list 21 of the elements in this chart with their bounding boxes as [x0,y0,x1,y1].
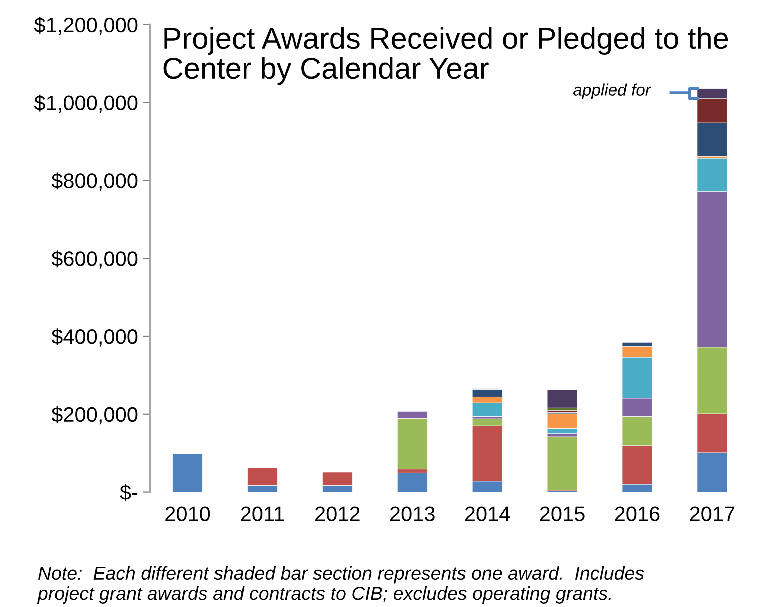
y-tick-label: $200,000 [52,406,138,425]
x-tick-label: 2016 [615,506,660,522]
x-tick-label: 2010 [166,506,210,522]
y-tick-label: $- [120,484,138,502]
y-tick-label: $400,000 [52,328,138,347]
y-tick-label: $1,000,000 [34,94,138,113]
x-tick-label: 2014 [465,506,510,522]
x-tick-label: 2015 [540,506,585,522]
annotation: applied for [574,84,652,100]
bar [397,472,428,492]
text: Note: Each different shaded bar section represents one award. Includes project grant awards and contracts to CIB; excludes operating grants. [37,566,644,604]
y-tick-label: $600,000 [52,250,138,269]
bar [547,390,578,408]
x-tick-label: 2012 [316,506,360,522]
x-tick-label: 2011 [241,506,284,522]
y-tick-label: $800,000 [52,172,138,191]
bar [172,454,203,492]
y-tick-label: $1,200,000 [34,17,138,36]
bar [547,436,578,491]
x-tick-label: 2017 [690,506,735,522]
x-tick-label: 2013 [390,506,435,522]
